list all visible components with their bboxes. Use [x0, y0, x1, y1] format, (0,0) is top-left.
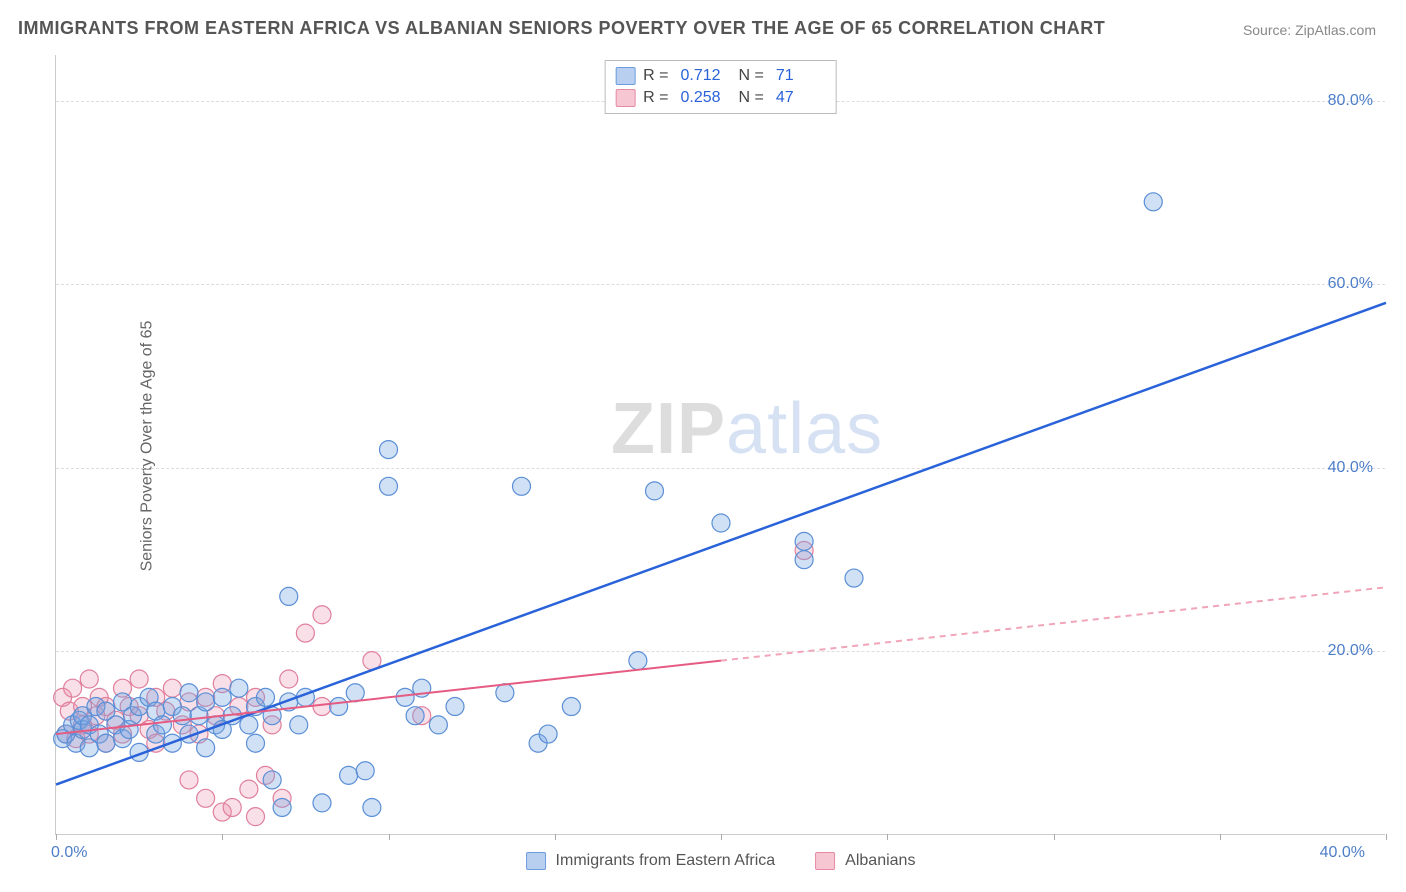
- r-label: R =: [643, 67, 668, 85]
- scatter-point: [280, 670, 298, 688]
- r-label: R =: [643, 89, 668, 107]
- legend-swatch-pink: [815, 852, 835, 870]
- scatter-point: [223, 798, 241, 816]
- chart-title: IMMIGRANTS FROM EASTERN AFRICA VS ALBANI…: [18, 18, 1105, 39]
- trend-line: [721, 587, 1386, 660]
- scatter-point: [795, 532, 813, 550]
- scatter-point: [263, 771, 281, 789]
- source-label: Source: ZipAtlas.com: [1243, 22, 1376, 38]
- legend-stats-row: R = 0.712 N = 71: [615, 65, 826, 87]
- scatter-point: [845, 569, 863, 587]
- n-label: N =: [739, 67, 764, 85]
- scatter-point: [290, 716, 308, 734]
- scatter-point: [712, 514, 730, 532]
- x-tick: [389, 834, 390, 840]
- legend-series-label: Immigrants from Eastern Africa: [556, 852, 776, 870]
- scatter-point: [163, 679, 181, 697]
- scatter-point: [313, 794, 331, 812]
- x-tick: [1054, 834, 1055, 840]
- scatter-point: [240, 780, 258, 798]
- legend-series: Immigrants from Eastern Africa Albanians: [526, 852, 916, 870]
- scatter-point: [197, 789, 215, 807]
- scatter-point: [406, 707, 424, 725]
- n-label: N =: [739, 89, 764, 107]
- legend-swatch-blue: [526, 852, 546, 870]
- scatter-point: [247, 734, 265, 752]
- legend-series-label: Albanians: [845, 852, 915, 870]
- legend-swatch-blue: [615, 67, 635, 85]
- plot-area: ZIPatlas 20.0%40.0%60.0%80.0% 0.0% 40.0%…: [55, 55, 1385, 835]
- x-tick-label-start: 0.0%: [51, 844, 87, 862]
- scatter-point: [346, 684, 364, 702]
- legend-stats: R = 0.712 N = 71 R = 0.258 N = 47: [604, 60, 837, 114]
- n-value: 71: [776, 67, 826, 85]
- x-tick: [222, 834, 223, 840]
- n-value: 47: [776, 89, 826, 107]
- scatter-point: [795, 551, 813, 569]
- scatter-point: [646, 482, 664, 500]
- scatter-point: [313, 606, 331, 624]
- scatter-point: [280, 587, 298, 605]
- scatter-point: [380, 441, 398, 459]
- x-tick: [721, 834, 722, 840]
- scatter-point: [1144, 193, 1162, 211]
- scatter-point: [539, 725, 557, 743]
- scatter-point: [273, 798, 291, 816]
- x-tick-label-end: 40.0%: [1320, 844, 1365, 862]
- scatter-point: [340, 766, 358, 784]
- x-tick: [1386, 834, 1387, 840]
- scatter-point: [356, 762, 374, 780]
- scatter-point: [380, 477, 398, 495]
- x-tick: [887, 834, 888, 840]
- scatter-point: [130, 670, 148, 688]
- scatter-point: [240, 716, 258, 734]
- r-value: 0.712: [681, 67, 731, 85]
- scatter-point: [173, 707, 191, 725]
- chart-svg: [56, 55, 1385, 834]
- x-tick: [56, 834, 57, 840]
- scatter-point: [197, 693, 215, 711]
- scatter-point: [513, 477, 531, 495]
- scatter-point: [446, 698, 464, 716]
- scatter-point: [247, 808, 265, 826]
- scatter-point: [97, 734, 115, 752]
- x-tick: [555, 834, 556, 840]
- scatter-point: [197, 739, 215, 757]
- r-value: 0.258: [681, 89, 731, 107]
- legend-swatch-pink: [615, 89, 635, 107]
- scatter-point: [296, 624, 314, 642]
- scatter-point: [629, 652, 647, 670]
- scatter-point: [213, 688, 231, 706]
- scatter-point: [256, 688, 274, 706]
- scatter-point: [64, 679, 82, 697]
- scatter-point: [313, 698, 331, 716]
- x-tick: [1220, 834, 1221, 840]
- scatter-point: [496, 684, 514, 702]
- scatter-point: [180, 771, 198, 789]
- scatter-point: [230, 679, 248, 697]
- legend-stats-row: R = 0.258 N = 47: [615, 87, 826, 109]
- scatter-point: [80, 670, 98, 688]
- scatter-point: [429, 716, 447, 734]
- scatter-point: [363, 798, 381, 816]
- scatter-point: [153, 716, 171, 734]
- scatter-point: [562, 698, 580, 716]
- scatter-point: [330, 698, 348, 716]
- scatter-point: [180, 684, 198, 702]
- scatter-point: [396, 688, 414, 706]
